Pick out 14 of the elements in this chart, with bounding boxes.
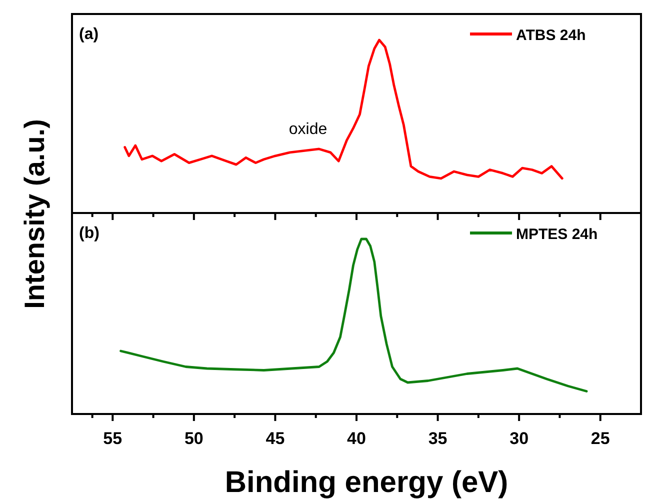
x-tick-label: 45	[266, 429, 285, 448]
annotation: oxide	[288, 121, 328, 138]
y-axis-title: Intensity (a.u.)	[19, 119, 50, 309]
x-tick-label: 50	[184, 429, 204, 448]
x-tick-label: 40	[347, 429, 366, 448]
x-tick-label: 30	[510, 429, 529, 448]
x-axis-title: Binding energy (eV)	[224, 466, 508, 499]
annotation: (a)	[79, 26, 99, 43]
x-tick-label: 25	[590, 429, 610, 448]
x-tick-label: 35	[428, 429, 448, 448]
legend-label: MPTES 24h	[516, 226, 598, 243]
annotation: (b)	[79, 225, 100, 242]
x-tick-label: 55	[103, 429, 122, 448]
legend-label: ATBS 24h	[516, 27, 586, 44]
